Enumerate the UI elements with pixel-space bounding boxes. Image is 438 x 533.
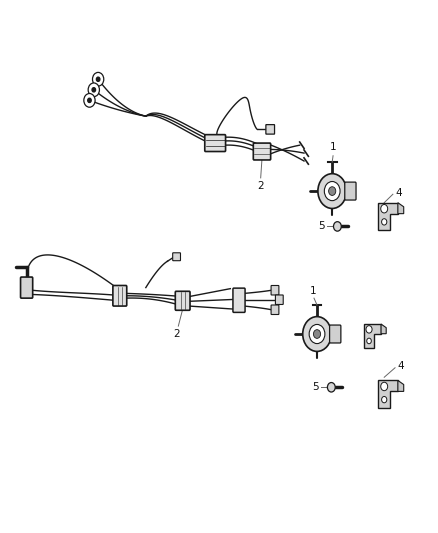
- Circle shape: [88, 98, 91, 102]
- Circle shape: [313, 330, 320, 338]
- Circle shape: [84, 93, 95, 107]
- Circle shape: [324, 182, 339, 200]
- Polygon shape: [380, 324, 385, 334]
- FancyBboxPatch shape: [265, 125, 274, 134]
- FancyBboxPatch shape: [270, 305, 278, 314]
- Circle shape: [92, 72, 103, 86]
- Polygon shape: [378, 381, 397, 408]
- Circle shape: [381, 219, 386, 225]
- FancyBboxPatch shape: [344, 182, 355, 200]
- Polygon shape: [378, 203, 397, 230]
- FancyBboxPatch shape: [329, 325, 340, 343]
- Text: 4: 4: [394, 188, 401, 198]
- FancyBboxPatch shape: [270, 286, 278, 295]
- Circle shape: [327, 383, 335, 392]
- FancyBboxPatch shape: [253, 143, 270, 160]
- Polygon shape: [363, 324, 380, 348]
- Circle shape: [302, 317, 331, 351]
- Circle shape: [96, 77, 99, 82]
- Polygon shape: [397, 203, 403, 214]
- Circle shape: [380, 382, 387, 391]
- Text: 5: 5: [311, 382, 318, 392]
- FancyBboxPatch shape: [113, 286, 127, 306]
- Circle shape: [308, 325, 324, 344]
- FancyBboxPatch shape: [175, 292, 190, 310]
- FancyBboxPatch shape: [233, 288, 244, 312]
- Circle shape: [366, 338, 371, 344]
- FancyBboxPatch shape: [204, 135, 225, 151]
- FancyBboxPatch shape: [172, 253, 180, 261]
- FancyBboxPatch shape: [275, 295, 283, 304]
- Circle shape: [88, 83, 99, 96]
- Polygon shape: [397, 381, 403, 391]
- Circle shape: [380, 205, 387, 213]
- Circle shape: [92, 88, 95, 92]
- Text: 1: 1: [329, 142, 336, 152]
- Text: 5: 5: [317, 221, 324, 231]
- FancyBboxPatch shape: [21, 277, 32, 298]
- Text: 4: 4: [396, 361, 403, 370]
- Text: 1: 1: [309, 286, 315, 295]
- Circle shape: [381, 397, 386, 403]
- Text: 2: 2: [257, 181, 263, 191]
- Text: 2: 2: [173, 329, 179, 340]
- Circle shape: [333, 222, 340, 231]
- Circle shape: [365, 326, 371, 333]
- Circle shape: [317, 174, 346, 208]
- Circle shape: [328, 187, 335, 196]
